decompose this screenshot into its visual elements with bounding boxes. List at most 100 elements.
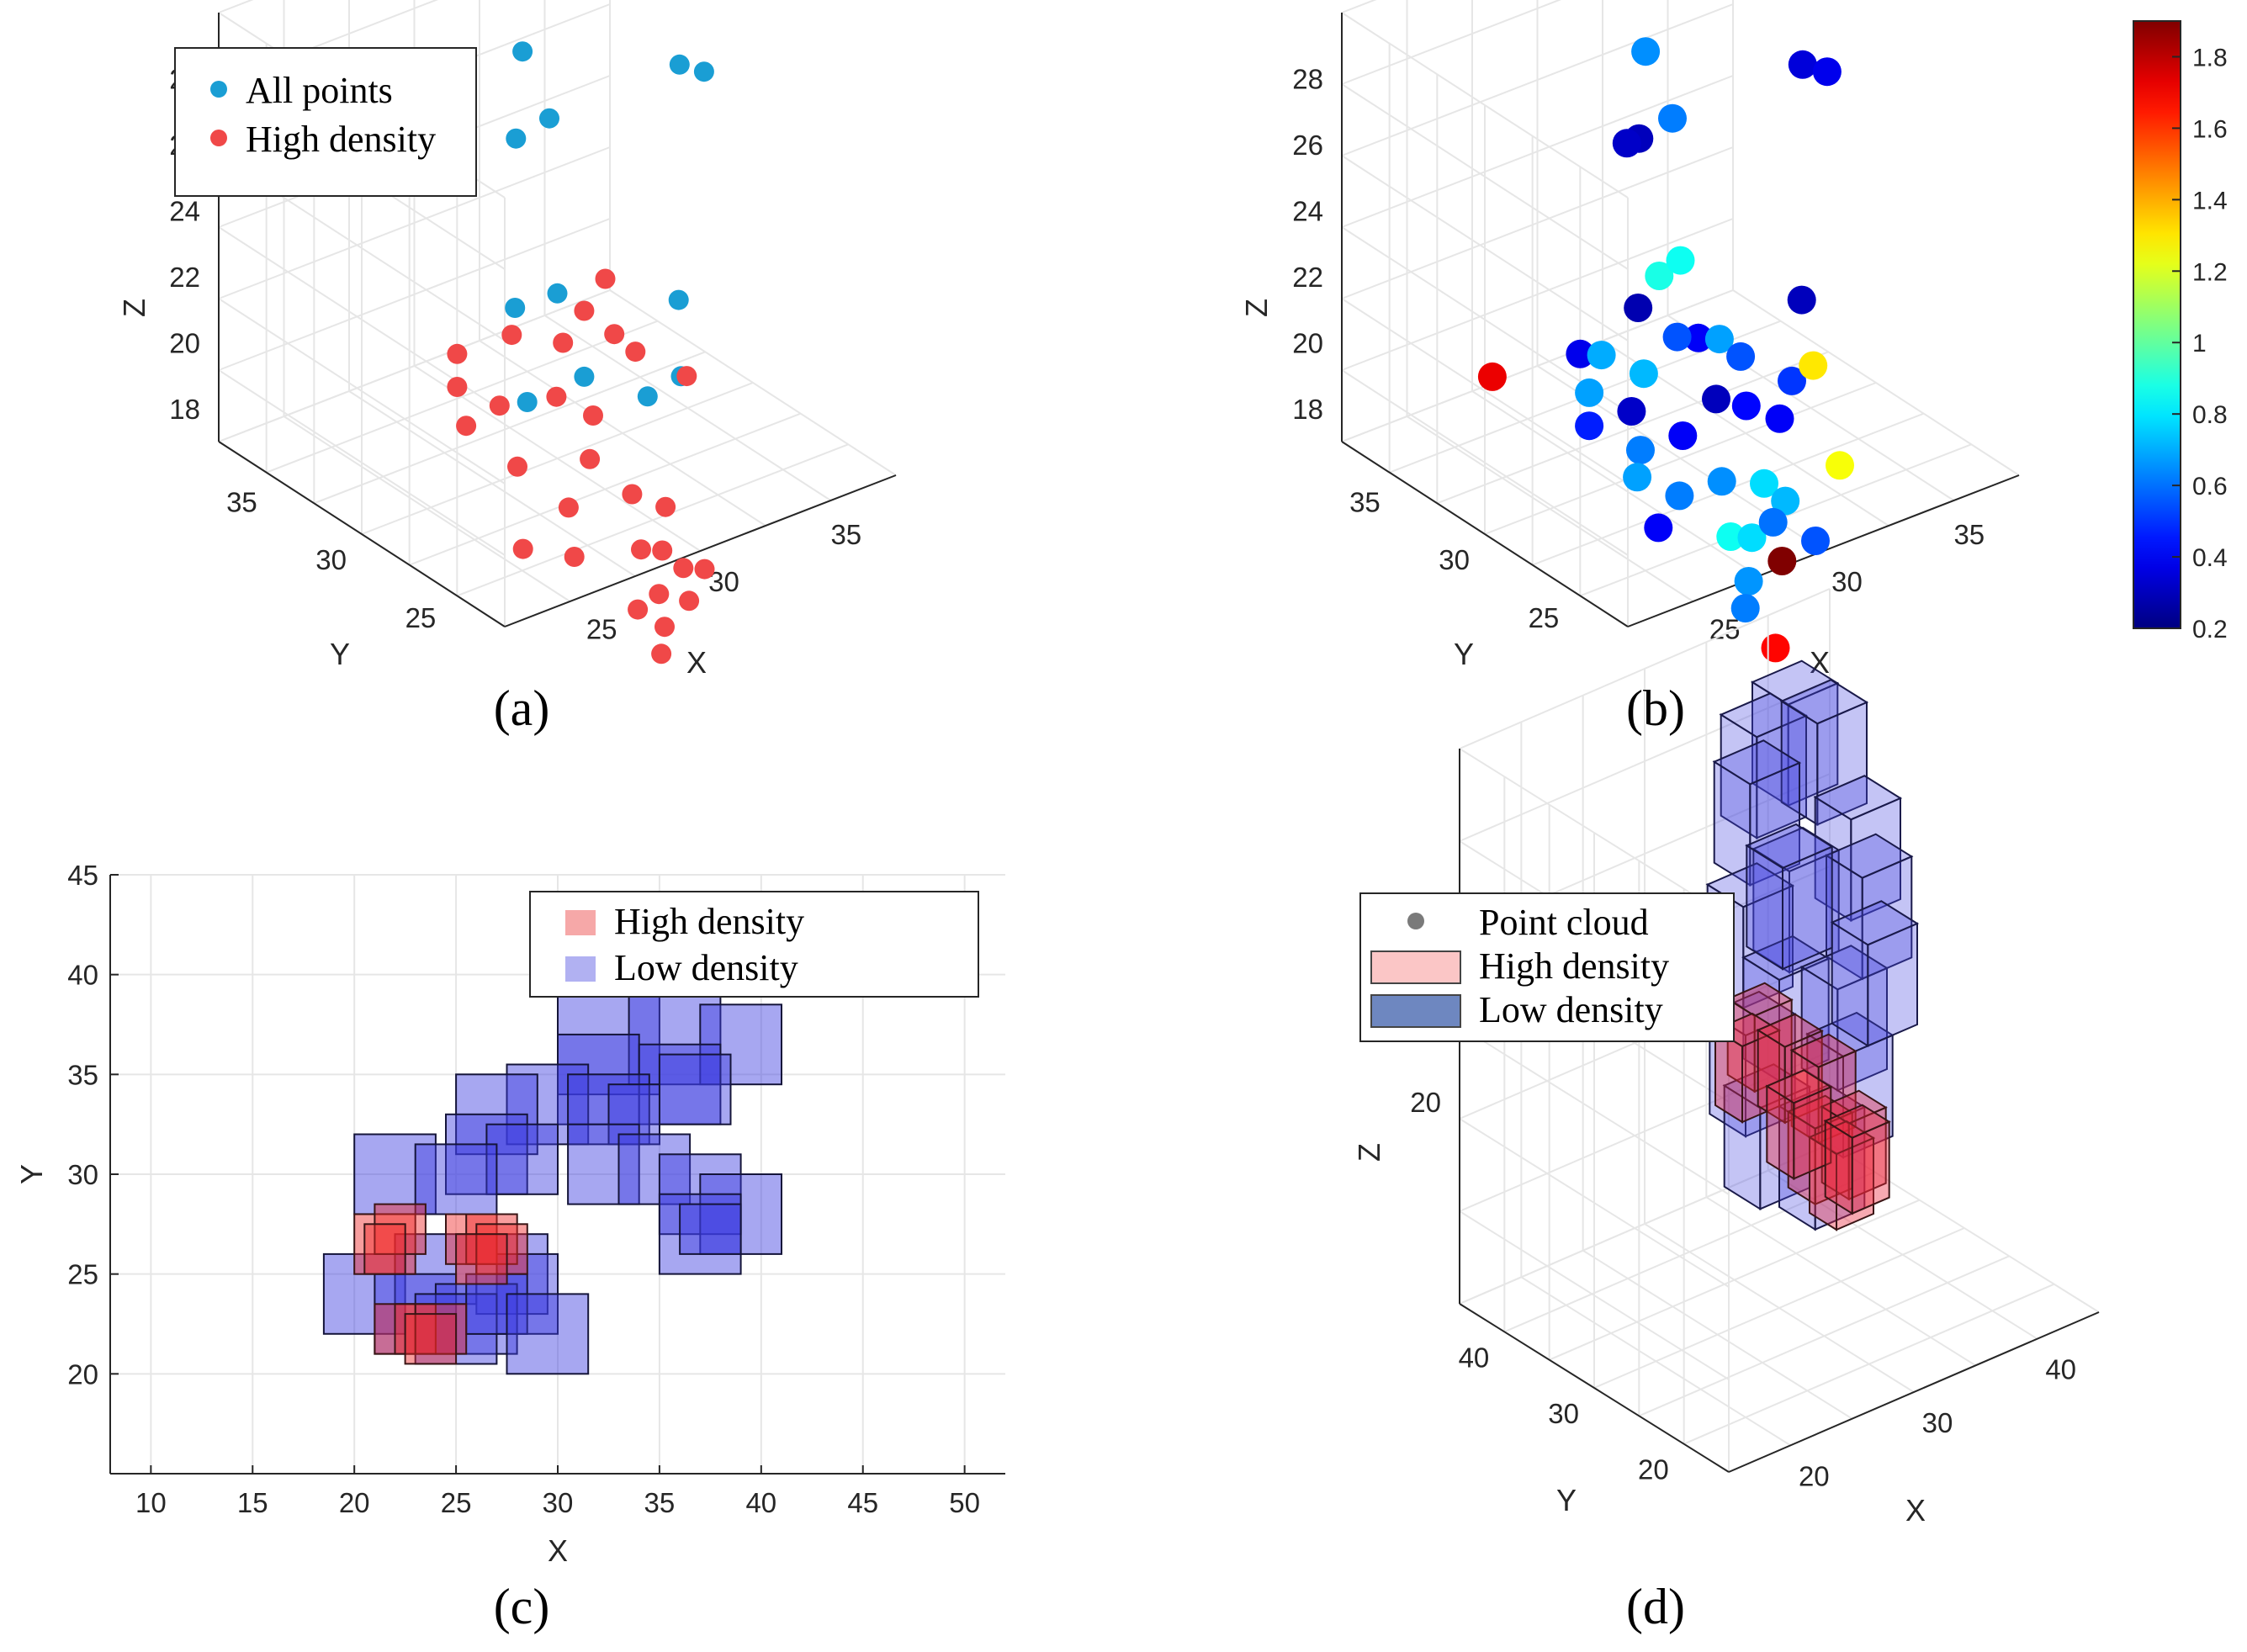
cube-face [1714, 1028, 1743, 1124]
high-density-marker [622, 484, 643, 505]
y-tick-label: 40 [1459, 1342, 1490, 1373]
grid-line [1459, 588, 1831, 749]
density-point [1666, 246, 1695, 275]
density-point [1730, 594, 1760, 623]
x-tick-label: 20 [1799, 1460, 1830, 1491]
x-tick-label: 30 [543, 1487, 574, 1518]
x-axis-line [1728, 1311, 2100, 1473]
high-density-cubes [1713, 982, 1891, 1231]
y-tick-label: 30 [1548, 1398, 1579, 1429]
high-density-marker [604, 324, 625, 345]
caption-c: (c) [494, 1579, 550, 1634]
high-density-marker [501, 325, 522, 346]
legend-label: High density [246, 119, 436, 160]
high-density-marker [512, 538, 533, 559]
high-density-box [363, 1223, 406, 1275]
y-axis-label: Y [14, 1164, 49, 1184]
z-tick-label: 20 [1410, 1087, 1441, 1118]
grid-line [1593, 1227, 1965, 1389]
legend-box [529, 891, 979, 998]
cube-face [1766, 1084, 1795, 1181]
density-point [1761, 633, 1790, 663]
high-density-box [455, 1233, 508, 1285]
high-density-box [374, 1203, 427, 1255]
high-density-marker [447, 377, 468, 397]
density-point [1778, 366, 1806, 395]
high-density-marker [558, 497, 579, 518]
colorbar-tick-label: 0.8 [2192, 401, 2228, 429]
high-density-marker [564, 547, 585, 567]
density-point [1617, 397, 1646, 426]
high-density-marker [580, 448, 601, 469]
y-axis-line [1459, 1303, 1730, 1473]
density-point [1683, 323, 1713, 352]
y-tick-label: 35 [1349, 486, 1381, 517]
cube-face [1787, 1109, 1816, 1206]
grid-lines [1341, 0, 2020, 627]
high-density-box [404, 1313, 458, 1365]
cube-face [1851, 1120, 1890, 1215]
x-tick-label: 40 [745, 1487, 776, 1518]
grid-line [1341, 83, 1629, 270]
all-point-marker [637, 386, 658, 407]
z-tick-label: 24 [1292, 195, 1323, 226]
density-point [1726, 342, 1756, 371]
all-point-marker [668, 289, 689, 310]
low-density-box [628, 993, 722, 1086]
density-point [1624, 294, 1653, 322]
grid-line [1459, 1143, 1831, 1305]
x-tick-label: 10 [135, 1487, 167, 1518]
z-axis-label: Z [117, 299, 151, 317]
grid-line [218, 289, 611, 442]
y-tick-label: 35 [226, 486, 257, 517]
colorbar-tick-label: 0.2 [2192, 616, 2228, 643]
low-density-cube [1745, 823, 1834, 971]
all-point-marker [669, 54, 690, 75]
y-tick-label: 20 [1638, 1454, 1669, 1485]
y-tick-label: 45 [67, 860, 98, 891]
density-point [1575, 411, 1604, 441]
x-axis-line [504, 474, 897, 627]
z-tick-label: 22 [169, 262, 200, 293]
colorbar-bar [2133, 20, 2181, 629]
density-point [1787, 285, 1816, 315]
x-tick-label: 30 [1831, 566, 1863, 597]
high-density-marker [694, 559, 715, 580]
density-point [1707, 467, 1736, 496]
low-density-box [567, 1123, 640, 1205]
cube-face [1831, 920, 1869, 1048]
density-point [1662, 322, 1692, 352]
high-density-box [414, 1303, 468, 1355]
grid-line [313, 351, 706, 505]
high-density-marker [546, 386, 567, 407]
z-tick-label: 18 [169, 394, 200, 425]
density-point [1629, 359, 1658, 389]
low-density-box [658, 1053, 732, 1125]
all-point-marker [547, 283, 568, 304]
high-density-cube [1765, 1069, 1833, 1181]
legend-label: Low density [1479, 989, 1663, 1030]
colorbar-tick-label: 1.2 [2192, 258, 2228, 286]
x-tick-label: 20 [339, 1487, 370, 1518]
all-point-marker [539, 108, 559, 129]
colored-points [1477, 37, 1854, 663]
legend-marker [1407, 913, 1424, 929]
low-density-box [485, 1123, 559, 1195]
x-tick-label: 45 [847, 1487, 878, 1518]
cube-face [1782, 845, 1833, 971]
y-tick-label: 20 [67, 1358, 98, 1390]
high-density-boxes [353, 1203, 528, 1365]
y-tick-label: 25 [67, 1259, 98, 1290]
density-point [1665, 481, 1694, 511]
grid-line [1341, 0, 1562, 85]
grid-line [1459, 680, 1831, 842]
grid-line [609, 289, 897, 476]
all-point-marker [693, 61, 714, 82]
x-tick-label: 40 [2045, 1354, 2076, 1385]
z-tick-label: 28 [1292, 64, 1323, 95]
x-tick-label: 35 [830, 519, 861, 550]
high-density-marker [631, 539, 651, 560]
legend-marker [210, 81, 227, 98]
high-density-box [465, 1213, 518, 1265]
